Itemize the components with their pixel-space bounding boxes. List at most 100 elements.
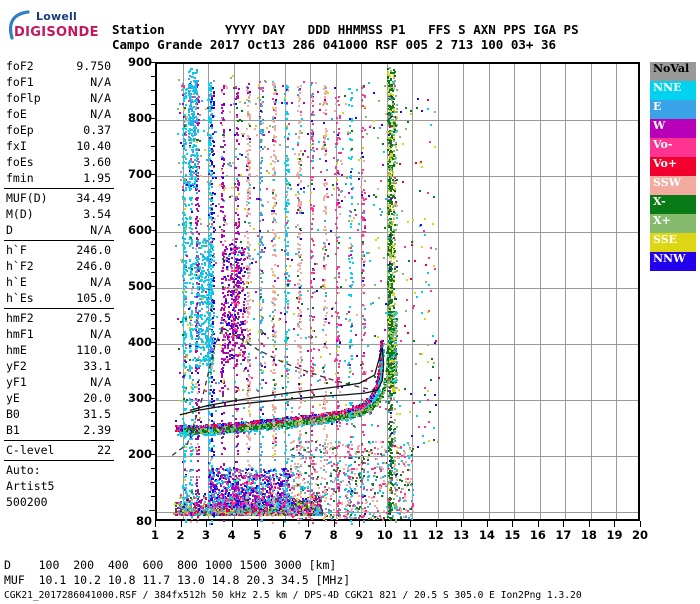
y-axis-tick — [151, 160, 155, 161]
x-axis-tick-label: 20 — [632, 528, 648, 542]
x-axis-tick — [640, 521, 641, 527]
legend-item-noval[interactable]: NoVal — [650, 62, 696, 81]
param-value: 10.40 — [76, 138, 114, 154]
param-divider — [4, 240, 114, 241]
param-row: hmF2 270.5 — [4, 310, 114, 326]
param-key: hmF1 — [4, 326, 34, 342]
overlay-trace-curves — [157, 64, 638, 519]
lowell-digisonde-logo: Lowell DIGISONDE — [6, 8, 102, 44]
param-key: foE — [4, 106, 27, 122]
param-value: N/A — [90, 326, 114, 342]
legend-item-sse[interactable]: SSE — [650, 233, 696, 252]
param-value: 246.0 — [76, 242, 114, 258]
legend-item-e[interactable]: E — [650, 100, 696, 119]
legend-item-vo-[interactable]: Vo+ — [650, 157, 696, 176]
param-value: N/A — [90, 222, 114, 238]
footer-info: D 100 200 400 600 800 1000 1500 3000 [km… — [4, 558, 582, 604]
param-divider — [4, 188, 114, 189]
legend-item-w[interactable]: W — [650, 119, 696, 138]
param-key: yF1 — [4, 374, 27, 390]
x-axis-tick — [359, 521, 360, 527]
y-axis-tick — [151, 412, 155, 413]
y-axis-tick — [151, 314, 155, 315]
x-axis-tick — [257, 521, 258, 527]
param-value: N/A — [90, 374, 114, 390]
param-key: h`E — [4, 274, 27, 290]
x-axis-tick-label: 6 — [279, 528, 287, 542]
param-value: N/A — [90, 74, 114, 90]
x-axis-tick — [436, 521, 437, 527]
y-axis-tick — [149, 174, 155, 175]
param-key: h`F2 — [4, 258, 34, 274]
param-row: foF1 N/A — [4, 74, 114, 90]
x-axis-tick-label: 1 — [151, 528, 159, 542]
param-row: foFlp N/A — [4, 90, 114, 106]
x-axis-ticks — [155, 521, 640, 527]
y-axis-tick — [151, 258, 155, 259]
param-row: foEp 0.37 — [4, 122, 114, 138]
legend-item-nne[interactable]: NNE — [650, 81, 696, 100]
x-axis-tick-label: 12 — [428, 528, 444, 542]
y-axis-tick — [149, 286, 155, 287]
y-axis-tick — [149, 510, 155, 511]
y-axis-tick — [151, 482, 155, 483]
legend-item-x-[interactable]: X- — [650, 195, 696, 214]
param-value: 34.49 — [76, 190, 114, 206]
y-axis-labels: 80 200 300 400 500 600 700 800 900 — [118, 55, 152, 527]
param-value: 246.0 — [76, 258, 114, 274]
param-row: yF2 33.1 — [4, 358, 114, 374]
footer-muf-row: MUF 10.1 10.2 10.8 11.7 13.0 14.8 20.3 3… — [4, 573, 350, 587]
x-axis-labels: 1 2 3 4 5 6 7 8 9 10 11 12 13 14 15 16 17 18 19 20 — [140, 528, 660, 544]
param-row: foE N/A — [4, 106, 114, 122]
param-key: foF2 — [4, 58, 34, 74]
footer-distance-row: D 100 200 400 600 800 1000 1500 3000 [km… — [4, 558, 336, 572]
param-row: foF2 9.750 — [4, 58, 114, 74]
y-axis-tick — [149, 398, 155, 399]
y-axis-tick — [149, 62, 155, 63]
param-key: foEp — [4, 122, 34, 138]
x-axis-tick — [334, 521, 335, 527]
y-axis-tick — [151, 188, 155, 189]
param-row: h`F 246.0 — [4, 242, 114, 258]
legend-item-vo-[interactable]: Vo- — [650, 138, 696, 157]
x-axis-tick-label: 17 — [555, 528, 571, 542]
param-value: 22 — [97, 442, 114, 458]
x-axis-tick — [385, 521, 386, 527]
param-row: M(D) 3.54 — [4, 206, 114, 222]
x-axis-tick — [614, 521, 615, 527]
param-value: 110.0 — [76, 342, 114, 358]
x-axis-tick — [487, 521, 488, 527]
y-axis-tick — [149, 454, 155, 455]
param-key: hmE — [4, 342, 27, 358]
param-value: N/A — [90, 90, 114, 106]
y-axis-tick — [151, 90, 155, 91]
x-axis-tick-label: 19 — [606, 528, 622, 542]
y-axis-tick — [149, 230, 155, 231]
y-axis-tick — [151, 104, 155, 105]
y-axis-tick — [151, 202, 155, 203]
param-divider — [4, 308, 114, 309]
param-divider — [4, 460, 114, 461]
x-axis-tick — [461, 521, 462, 527]
y-axis-tick — [149, 342, 155, 343]
ionogram-plot-area[interactable] — [155, 62, 640, 521]
param-key: M(D) — [4, 206, 34, 222]
x-axis-tick-label: 18 — [581, 528, 597, 542]
legend-item-ssw[interactable]: SSW — [650, 176, 696, 195]
param-row: C-level 22 — [4, 442, 114, 458]
x-axis-tick-label: 3 — [202, 528, 210, 542]
param-value: 2.39 — [83, 422, 114, 438]
legend-item-x-[interactable]: X+ — [650, 214, 696, 233]
x-axis-tick-label: 14 — [479, 528, 495, 542]
param-row: foEs 3.60 — [4, 154, 114, 170]
x-axis-tick-label: 15 — [504, 528, 520, 542]
y-axis-ticks — [149, 62, 155, 521]
param-key: C-level — [4, 442, 54, 458]
footer-file-row: CGK21_2017286041000.RSF / 384fx512h 50 k… — [4, 590, 582, 601]
legend-item-nnw[interactable]: NNW — [650, 252, 696, 271]
param-row: D N/A — [4, 222, 114, 238]
polarization-legend[interactable]: NoVal NNE E W Vo- Vo+ SSW X- X+ SSE NNW — [650, 62, 696, 271]
y-axis-tick — [151, 384, 155, 385]
station-header: Station YYYY DAY DDD HHMMSS P1 FFS S AXN… — [112, 22, 579, 52]
header-values-row: Campo Grande 2017 Oct13 286 041000 RSF 0… — [112, 37, 556, 52]
